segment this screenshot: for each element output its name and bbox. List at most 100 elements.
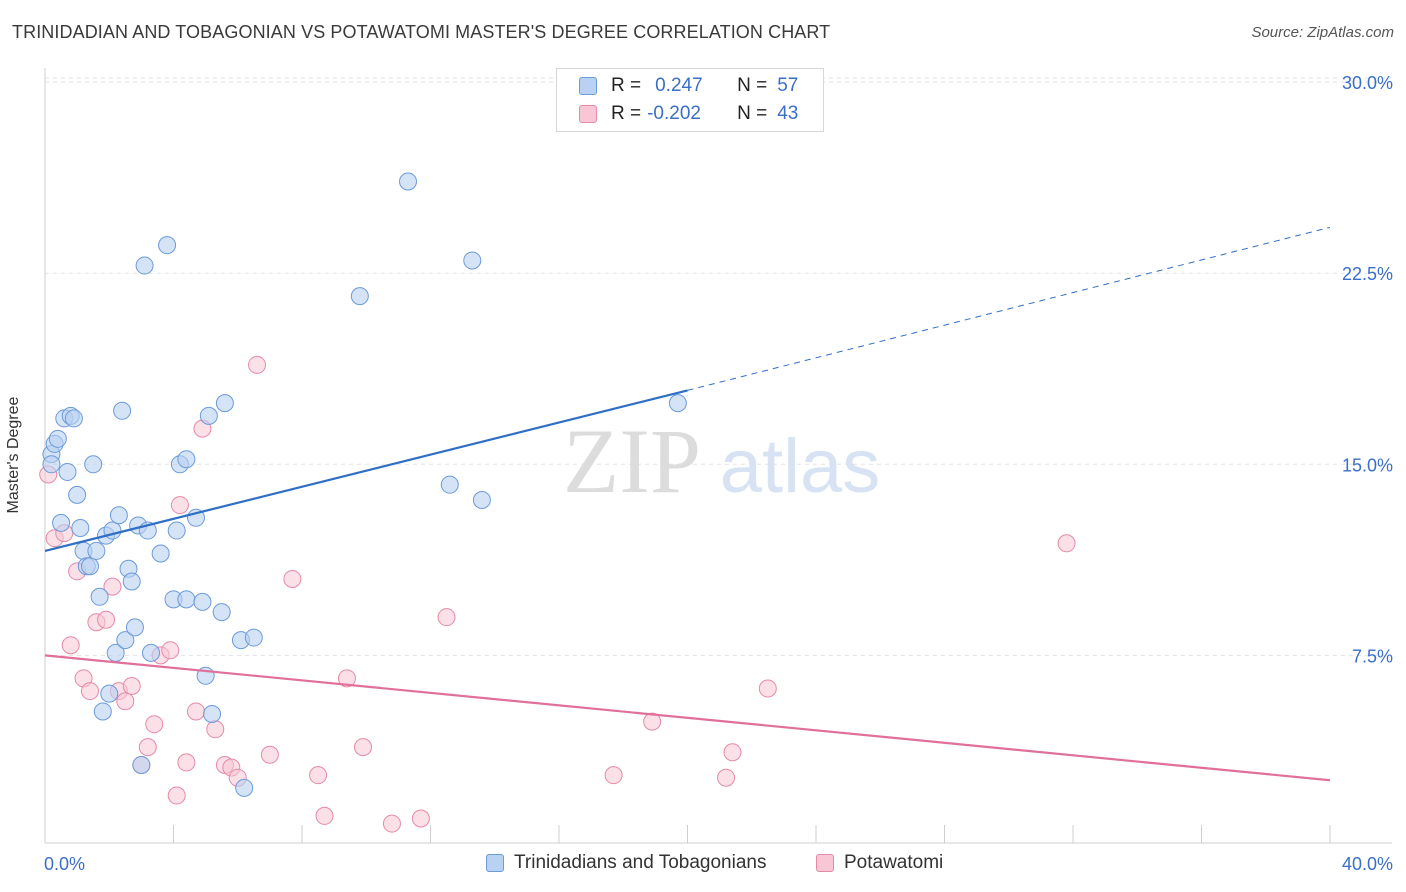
trinidadian-point-55 <box>668 394 687 413</box>
trinidadian-point-41 <box>193 592 212 611</box>
trinidadian-point-51 <box>399 172 418 191</box>
trinidadian-point-22 <box>109 506 128 525</box>
series-legend-trinidadian: Trinidadians and Tobagonians <box>486 852 766 874</box>
trinidadian-point-4 <box>52 513 71 532</box>
trinidadian-point-14 <box>84 455 103 474</box>
potawatomi-point-19 <box>170 496 189 515</box>
potawatomi-point-20 <box>177 753 196 772</box>
trinidadian-point-20 <box>100 684 119 703</box>
y-tick-labels: 7.5% 15.0% 22.5% 30.0% <box>1342 73 1393 666</box>
potawatomi-trend-line <box>44 654 1331 782</box>
trinidadian-point-45 <box>212 603 231 622</box>
watermark-atlas: atlas <box>720 424 881 509</box>
trinidadian-point-10 <box>71 519 90 537</box>
trinidadian-point-3 <box>48 429 67 448</box>
legend-swatch-blue <box>579 77 597 95</box>
trinidadian-point-46 <box>215 394 234 413</box>
trinidadian-point-36 <box>167 521 186 540</box>
trinidadian-point-43 <box>199 406 218 425</box>
watermark-zip: ZIP <box>563 410 701 512</box>
trend-lines <box>44 226 1331 782</box>
trinidadian-point-29 <box>132 755 151 774</box>
trinidadian-points <box>42 172 687 797</box>
potawatomi-point-38 <box>643 712 662 731</box>
potawatomi-point-18 <box>167 786 186 805</box>
legend-n-label: N = <box>737 103 768 124</box>
legend-r-value: 0.247 <box>655 75 703 96</box>
trinidadian-point-39 <box>177 590 196 609</box>
potawatomi-point-9 <box>103 577 122 596</box>
series-name-trinidadian: Trinidadians and Tobagonians <box>514 852 767 873</box>
trinidadian-point-52 <box>440 475 459 494</box>
x-tick-label-min: 0.0% <box>44 854 85 874</box>
potawatomi-point-3 <box>61 636 80 655</box>
series-legend-potawatomi: Potawatomi <box>816 852 943 874</box>
trinidadian-point-53 <box>463 251 482 270</box>
potawatomi-point-14 <box>138 738 157 757</box>
series-name-potawatomi: Potawatomi <box>844 852 944 873</box>
trinidadian-point-26 <box>122 572 141 591</box>
trinidadian-point-27 <box>125 618 144 637</box>
trinidadian-point-15 <box>87 541 106 560</box>
potawatomi-point-30 <box>309 766 328 785</box>
trinidadian-point-8 <box>64 409 83 428</box>
legend-n-value: 57 <box>777 75 799 96</box>
potawatomi-point-37 <box>604 766 623 785</box>
correlation-legend: R = 0.247 N = 57 R = -0.202 N = 43 <box>556 68 824 132</box>
legend-r-value: -0.202 <box>647 103 701 124</box>
trinidadian-trend-extension <box>687 226 1331 391</box>
potawatomi-point-6 <box>80 682 99 701</box>
y-tick-label-2: 22.5% <box>1342 264 1393 284</box>
series-legend: Trinidadians and Tobagonians Potawatomi <box>0 852 1406 876</box>
legend-r-label: R = <box>611 75 642 96</box>
potawatomi-point-23 <box>206 720 225 739</box>
trinidadian-point-48 <box>235 778 254 797</box>
potawatomi-point-32 <box>337 669 356 688</box>
legend-n-label: N = <box>737 75 768 96</box>
potawatomi-point-40 <box>723 743 742 762</box>
potawatomi-point-28 <box>260 745 279 764</box>
series-swatch-blue <box>486 854 504 872</box>
axes <box>44 68 1392 844</box>
legend-r-label: R = <box>611 103 642 124</box>
trinidadian-point-24 <box>116 631 135 650</box>
trinidadian-trend-line <box>44 389 688 552</box>
potawatomi-point-35 <box>411 809 430 828</box>
trinidadian-point-13 <box>80 557 99 576</box>
trinidadian-point-54 <box>472 490 491 509</box>
series-swatch-pink <box>816 854 834 872</box>
trinidadian-point-38 <box>177 450 196 469</box>
y-tick-label-1: 15.0% <box>1342 455 1393 475</box>
potawatomi-point-29 <box>283 569 302 588</box>
trinidadian-point-49 <box>244 628 263 647</box>
potawatomi-point-39 <box>717 768 736 787</box>
potawatomi-point-31 <box>315 806 334 825</box>
potawatomi-point-17 <box>161 641 180 660</box>
potawatomi-point-12 <box>122 676 141 695</box>
y-tick-label-0: 7.5% <box>1352 646 1393 666</box>
trinidadian-point-6 <box>58 462 77 481</box>
potawatomi-point-15 <box>145 715 164 734</box>
potawatomi-point-34 <box>382 814 401 833</box>
trinidadian-point-33 <box>151 544 170 563</box>
potawatomi-point-11 <box>116 692 135 711</box>
y-tick-label-3: 30.0% <box>1342 73 1393 93</box>
potawatomi-point-42 <box>1057 534 1076 553</box>
grid-lines <box>45 77 1392 656</box>
trinidadian-point-50 <box>350 287 369 306</box>
trinidadian-point-17 <box>93 702 112 721</box>
potawatomi-point-41 <box>758 679 777 698</box>
legend-row-trinidadian: R = 0.247 N = 57 <box>579 73 798 99</box>
potawatomi-point-27 <box>248 355 267 374</box>
trinidadian-point-30 <box>135 256 154 275</box>
potawatomi-point-8 <box>97 610 116 629</box>
trinidadian-point-1 <box>42 455 61 474</box>
legend-n-value: 43 <box>777 103 799 124</box>
legend-swatch-pink <box>579 105 597 123</box>
potawatomi-point-36 <box>437 608 456 627</box>
x-tick-label-max: 40.0% <box>1342 854 1393 874</box>
watermark: ZIP atlas <box>563 410 880 512</box>
trinidadian-point-9 <box>68 485 87 504</box>
chart-title: TRINIDADIAN AND TOBAGONIAN VS POTAWATOMI… <box>12 22 831 42</box>
